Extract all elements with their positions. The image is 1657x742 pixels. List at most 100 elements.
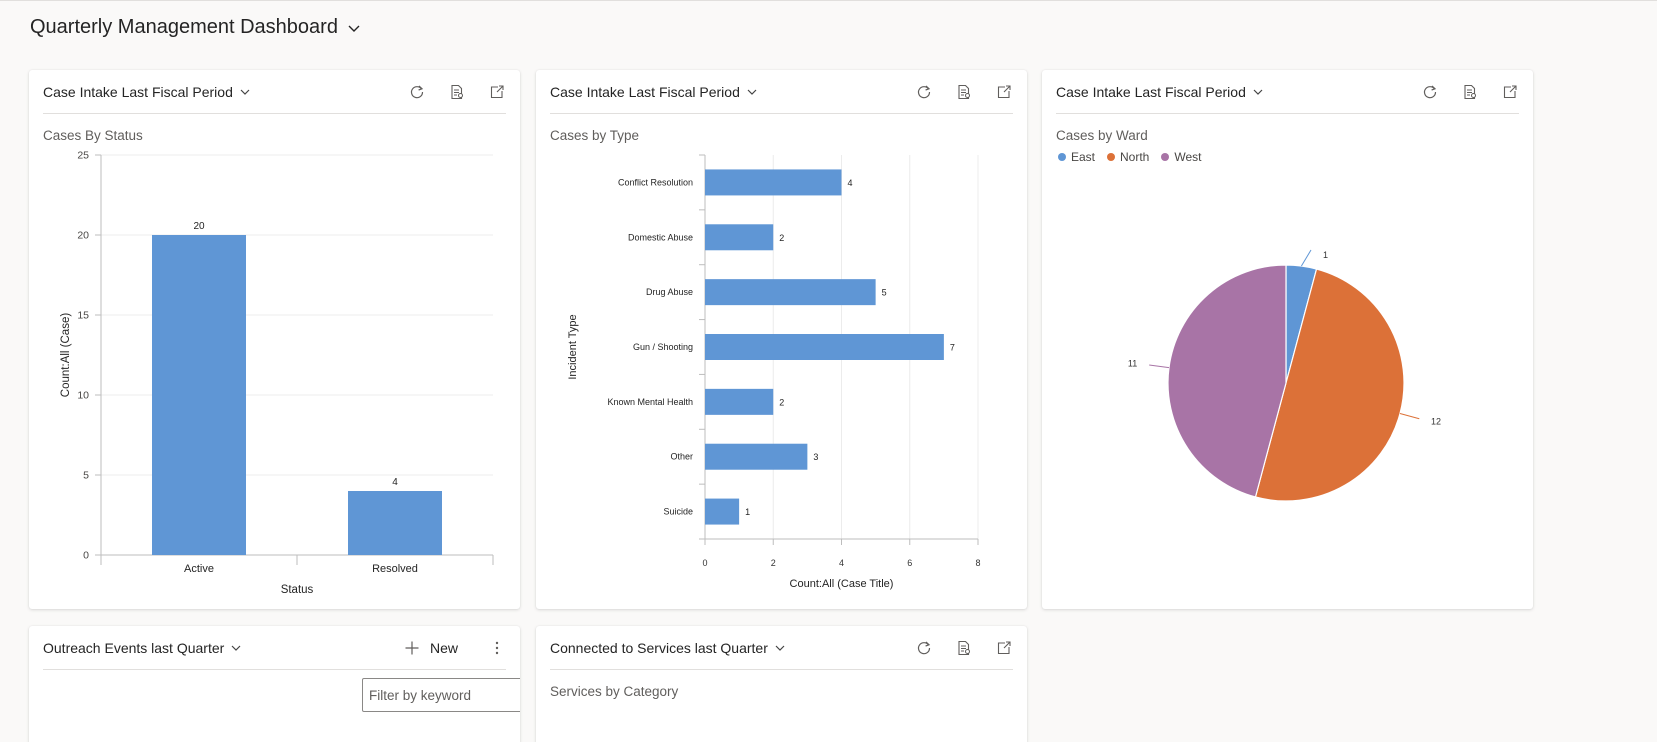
bar-domestic-abuse <box>705 224 774 251</box>
view-selector[interactable]: Outreach Events last Quarter <box>43 640 242 656</box>
y-tick-label: 5 <box>83 470 89 482</box>
card-header: Case Intake Last Fiscal Period <box>550 70 1013 114</box>
cases-by-type-chart[interactable]: 0 2 4 6 8 4 Conflict Resolution 2 Domestic Abuse… <box>536 70 1027 609</box>
expand-chart-button[interactable] <box>1501 83 1519 101</box>
y-tick-label: 10 <box>77 390 89 402</box>
y-tick-label: Drug Abuse <box>646 287 693 297</box>
data-label: 4 <box>848 178 853 188</box>
new-record-button[interactable]: New <box>404 640 458 656</box>
x-axis-title: Status <box>281 584 314 596</box>
y-tick-label: 15 <box>77 310 89 322</box>
expand-icon <box>997 640 1011 654</box>
card-title: Case Intake Last Fiscal Period <box>43 83 233 100</box>
card-title: Outreach Events last Quarter <box>43 639 225 656</box>
card-title-selector[interactable]: Case Intake Last Fiscal Period <box>550 84 758 100</box>
view-records-button[interactable] <box>1461 83 1479 101</box>
legend-label: North <box>1120 150 1150 164</box>
x-tick-label: Active <box>184 563 214 575</box>
cases-by-ward-chart[interactable]: 1 12 11 <box>1042 70 1533 609</box>
card-title-selector[interactable]: Case Intake Last Fiscal Period <box>43 84 251 100</box>
card-title-selector[interactable]: Case Intake Last Fiscal Period <box>1056 84 1264 100</box>
view-records-icon <box>451 84 463 99</box>
view-records-icon <box>958 640 970 655</box>
view-records-icon <box>958 84 970 99</box>
bar-suicide <box>705 498 740 525</box>
bar-gun-shooting <box>705 334 944 360</box>
view-records-icon <box>1464 84 1476 99</box>
expand-icon <box>490 84 504 98</box>
refresh-icon <box>917 641 931 654</box>
page-title: Quarterly Management Dashboard <box>30 16 338 38</box>
expand-icon <box>1503 84 1517 98</box>
bar-resolved <box>348 491 442 555</box>
y-tick-label: Domestic Abuse <box>628 232 693 242</box>
data-label: 1 <box>1323 250 1328 260</box>
card-header: Outreach Events last Quarter New <box>43 626 506 670</box>
data-label: 20 <box>193 221 205 232</box>
chevron-down-icon <box>240 89 250 95</box>
y-tick-label: Other <box>670 452 693 462</box>
legend-item-north[interactable]: North <box>1107 150 1149 164</box>
pie-slice-north <box>1254 268 1405 502</box>
x-tick-label: 4 <box>839 558 844 568</box>
expand-chart-button[interactable] <box>488 83 506 101</box>
expand-chart-button[interactable] <box>995 83 1013 101</box>
leader-line <box>1399 413 1420 420</box>
y-axis-title: Incident Type <box>567 314 579 379</box>
card-title-selector[interactable]: Connected to Services last Quarter <box>550 640 786 656</box>
bar-conflict-resolution <box>705 169 842 196</box>
chevron-down-icon <box>747 89 757 95</box>
x-tick-label: 8 <box>975 558 980 568</box>
refresh-icon <box>1423 85 1437 98</box>
chevron-down-icon <box>775 645 785 651</box>
bar-known-mental-health <box>705 388 774 415</box>
refresh-button[interactable] <box>915 639 933 657</box>
card-header: Case Intake Last Fiscal Period <box>1056 70 1519 114</box>
legend-swatch <box>1107 153 1116 161</box>
case-ward-card: Case Intake Last Fiscal Period Cases by … <box>1042 70 1533 609</box>
view-records-button[interactable] <box>955 83 973 101</box>
refresh-button[interactable] <box>915 83 933 101</box>
more-commands-button[interactable] <box>488 639 506 657</box>
y-tick-label: Known Mental Health <box>607 397 693 407</box>
data-label: 3 <box>813 452 818 462</box>
refresh-button[interactable] <box>408 83 426 101</box>
view-records-button[interactable] <box>448 83 466 101</box>
case-type-card: Case Intake Last Fiscal Period Cases by … <box>536 70 1027 609</box>
outreach-events-card: Outreach Events last Quarter New <box>29 626 520 742</box>
dashboard-selector[interactable]: Quarterly Management Dashboard <box>30 16 362 39</box>
new-button-label: New <box>429 639 458 656</box>
x-tick-label: 0 <box>702 558 707 568</box>
legend-swatch <box>1161 153 1170 161</box>
data-label: 1 <box>745 507 750 517</box>
view-records-button[interactable] <box>955 639 973 657</box>
y-tick-label: 25 <box>77 150 89 162</box>
legend-swatch <box>1058 153 1066 161</box>
data-label: 12 <box>1431 416 1441 426</box>
x-axis-title: Count:All (Case Title) <box>790 578 894 590</box>
chevron-down-icon <box>231 645 241 651</box>
chevron-down-icon <box>1253 89 1263 95</box>
refresh-button[interactable] <box>1421 83 1439 101</box>
bar-active <box>152 235 246 555</box>
chart-legend: East North West <box>1058 150 1201 164</box>
leader-line <box>1149 364 1170 369</box>
card-header: Connected to Services last Quarter <box>550 626 1013 670</box>
x-tick-label: 2 <box>771 558 776 568</box>
expand-chart-button[interactable] <box>995 639 1013 657</box>
data-label: 2 <box>779 397 784 407</box>
legend-item-east[interactable]: East <box>1058 150 1095 164</box>
refresh-icon <box>917 85 931 98</box>
legend-item-west[interactable]: West <box>1161 150 1201 164</box>
filter-keyword-input[interactable] <box>362 678 520 712</box>
chart-title: Cases By Status <box>43 128 143 143</box>
y-tick-label: Conflict Resolution <box>618 177 693 187</box>
y-tick-label: Gun / Shooting <box>633 342 693 352</box>
bar-drug-abuse <box>705 279 876 306</box>
legend-label: East <box>1071 150 1096 164</box>
pie-slice-west <box>1167 264 1287 498</box>
cases-by-status-chart[interactable]: 0 5 10 15 20 25 20 Active 4 Resolved Status Count:A… <box>29 70 520 609</box>
x-tick-label: 6 <box>907 558 912 568</box>
chart-title: Cases by Ward <box>1056 128 1148 143</box>
y-tick-label: 0 <box>83 550 89 562</box>
